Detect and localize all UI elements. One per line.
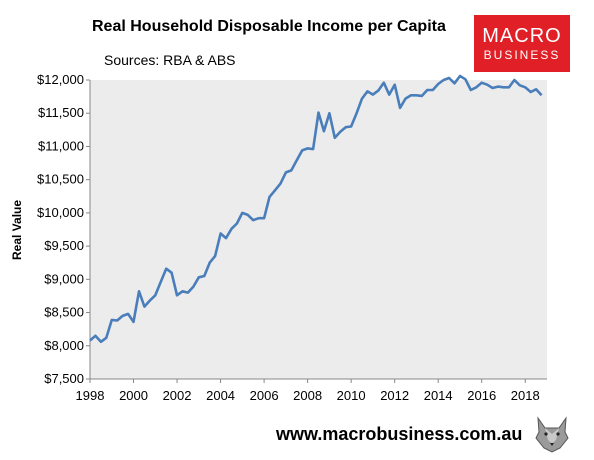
tick-labels: $7,500 $8,000 $8,500 $9,000 $9,500 $10,000 $10… [37, 72, 540, 403]
macrobusiness-logo: MACRO BUSINESS [474, 15, 570, 72]
website-url: www.macrobusiness.com.au [276, 424, 523, 444]
y-tick-label: $12,000 [37, 72, 84, 87]
y-tick-label: $11,000 [38, 138, 84, 153]
plot-area [90, 80, 547, 379]
x-tick-label: 2008 [293, 388, 322, 403]
y-tick-label: $10,500 [37, 172, 84, 187]
series-group [89, 74, 543, 344]
logo-line-1: MACRO [482, 24, 562, 47]
y-tick-label: $8,500 [44, 305, 84, 320]
x-tick-label: 2006 [250, 388, 279, 403]
logo-line-2: BUSINESS [483, 47, 561, 62]
y-tick-label: $9,000 [44, 271, 84, 286]
x-tick-label: 2010 [337, 388, 366, 403]
sources-text: Sources: RBA & ABS [104, 52, 236, 68]
x-tick-label: 2018 [511, 388, 540, 403]
wolf-logo-icon [535, 416, 569, 453]
chart-title: Real Household Disposable Income per Cap… [92, 18, 446, 35]
x-tick-label: 1998 [76, 388, 105, 403]
x-tick-label: 2002 [163, 388, 192, 403]
y-axis-label: Real Value [10, 199, 24, 260]
y-tick-label: $7,500 [44, 371, 84, 386]
y-tick-label: $8,000 [44, 338, 84, 353]
y-tick-label: $11,500 [38, 105, 84, 120]
x-tick-label: 2000 [119, 388, 148, 403]
x-tick-label: 2014 [424, 388, 453, 403]
x-tick-label: 2016 [467, 388, 496, 403]
y-tick-label: $10,000 [37, 205, 84, 220]
axes [89, 80, 547, 380]
x-tick-label: 2004 [206, 388, 235, 403]
y-tick-label: $9,500 [44, 238, 84, 253]
x-tick-label: 2012 [380, 388, 409, 403]
series-line [89, 74, 543, 344]
